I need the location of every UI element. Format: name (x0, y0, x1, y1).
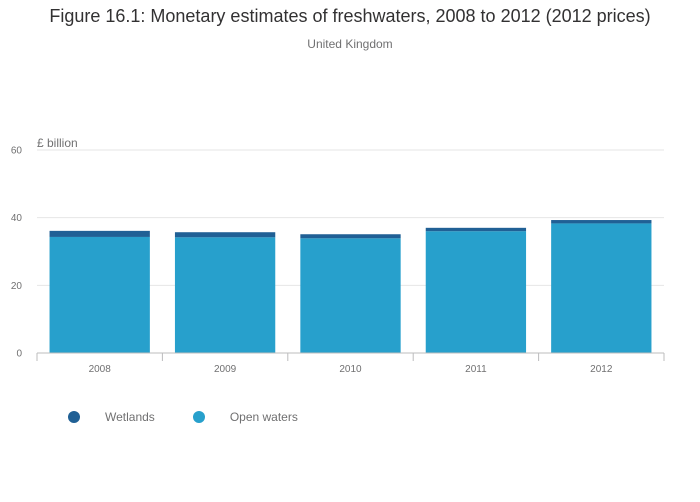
wetlands-swatch-icon (68, 411, 80, 423)
bar-open-waters-2010[interactable] (300, 238, 401, 353)
bar-wetlands-2009[interactable] (174, 232, 276, 238)
x-tick-label: 2010 (339, 364, 362, 375)
x-tick-label: 2011 (465, 364, 487, 375)
bar-wetlands-2008[interactable] (49, 230, 150, 237)
y-tick-labels: 0 20 40 60 (11, 146, 23, 360)
chart-title: Figure 16.1: Monetary estimates of fresh… (49, 6, 651, 26)
legend-label-wetlands: Wetlands (105, 410, 155, 424)
bar-open-waters-2011[interactable] (425, 231, 527, 353)
x-axis: 2008 2009 2010 2011 2012 (36, 352, 665, 375)
open-waters-swatch-icon (192, 411, 205, 423)
bar-wetlands-2010[interactable] (300, 234, 401, 239)
legend-item-open-waters[interactable]: Open waters (192, 410, 298, 424)
bar-wetlands-2012[interactable] (551, 220, 652, 224)
bar-wetlands-2011[interactable] (425, 227, 527, 232)
bar-open-waters-2009[interactable] (174, 237, 276, 353)
chart-subtitle: United Kingdom (307, 37, 393, 51)
y-tick-label: 0 (16, 349, 22, 360)
y-tick-label: 20 (11, 281, 23, 292)
legend-label-open-waters: Open waters (229, 410, 298, 424)
x-tick-label: 2012 (590, 364, 613, 375)
legend-item-wetlands[interactable]: Wetlands (68, 410, 155, 424)
legend: Wetlands Open waters (68, 407, 336, 427)
bar-open-waters-2008[interactable] (49, 236, 150, 353)
y-tick-label: 60 (11, 146, 23, 157)
bars (49, 220, 652, 353)
bar-open-waters-2012[interactable] (551, 223, 652, 353)
y-tick-label: 40 (11, 213, 23, 224)
y-axis-unit-label: £ billion (37, 136, 78, 150)
x-tick-label: 2008 (89, 364, 112, 375)
x-tick-label: 2009 (214, 364, 237, 375)
